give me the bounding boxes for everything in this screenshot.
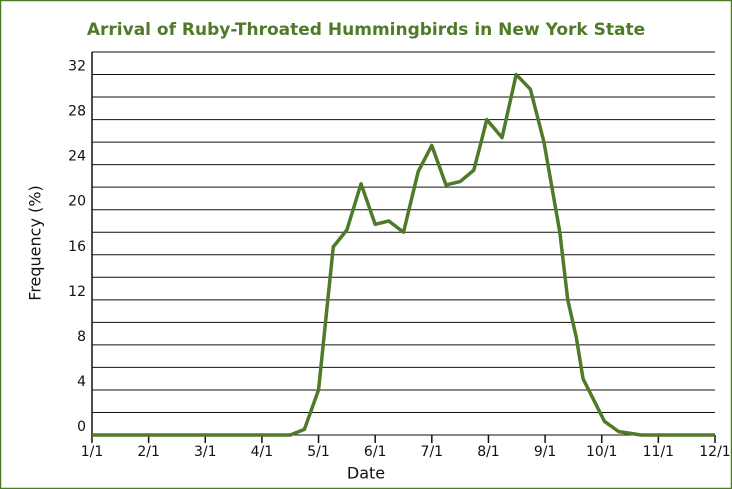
x-tick-label: 11/1 <box>643 444 674 460</box>
chart-title: Arrival of Ruby-Throated Hummingbirds in… <box>87 20 645 40</box>
y-axis-label: Frequency (%) <box>26 185 45 300</box>
y-tick-label: 4 <box>77 374 86 390</box>
y-tick-label: 12 <box>68 284 86 300</box>
y-tick-label: 0 <box>77 419 86 435</box>
x-tick-label: 6/1 <box>364 444 387 460</box>
x-tick-label: 1/1 <box>81 444 104 460</box>
x-tick-label: 4/1 <box>251 444 274 460</box>
x-tick-label: 2/1 <box>137 444 160 460</box>
x-tick-label: 9/1 <box>534 444 557 460</box>
y-tick-label: 28 <box>68 104 86 120</box>
x-axis-label: Date <box>347 464 385 483</box>
y-tick-label: 8 <box>77 329 86 345</box>
x-tick-label: 8/1 <box>477 444 500 460</box>
data-line <box>92 72 715 437</box>
y-tick-label: 24 <box>68 149 86 165</box>
x-tick-label: 12/1 <box>699 444 730 460</box>
y-tick-label: 32 <box>68 59 86 75</box>
x-tick-label: 5/1 <box>307 444 330 460</box>
y-tick-label: 16 <box>68 239 86 255</box>
y-tick-label: 20 <box>68 194 86 210</box>
x-tick-label: 3/1 <box>194 444 217 460</box>
x-tick-label: 10/1 <box>586 444 617 460</box>
x-tick-label: 7/1 <box>421 444 444 460</box>
